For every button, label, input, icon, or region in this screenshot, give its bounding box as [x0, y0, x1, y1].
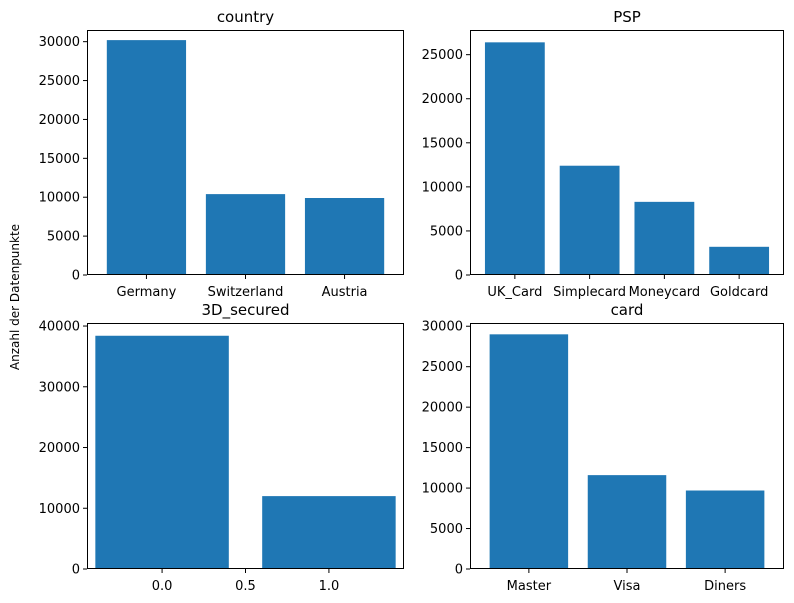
card-y-tick-label: 0	[455, 563, 463, 578]
country-y-tick-label: 20000	[39, 113, 80, 128]
card-bar-diners	[685, 490, 765, 569]
3d-secured-y-tick-label: 20000	[39, 441, 80, 456]
3d-secured-bar-0	[95, 335, 229, 569]
country-x-tick-label: Germany	[117, 285, 177, 300]
3d-secured-y-tick-label: 10000	[39, 502, 80, 517]
country-chart-title: country	[217, 8, 274, 26]
psp-x-tick-label: Moneycard	[629, 285, 701, 300]
card-x-tick-label: Master	[507, 579, 552, 594]
card-y-tick-label: 25000	[422, 360, 463, 375]
card-bar-visa	[587, 475, 667, 569]
country-y-tick-label: 30000	[39, 35, 80, 50]
psp-y-tick-label: 0	[455, 269, 463, 284]
psp-x-tick-label: Simplecard	[553, 285, 626, 300]
3d-secured-y-tick-label: 0	[72, 563, 80, 578]
country-x-tick-label: Austria	[322, 285, 368, 300]
3d-secured-y-tick-label: 30000	[39, 380, 80, 395]
country-y-tick-label: 15000	[39, 152, 80, 167]
country-bar-switzerland	[205, 194, 286, 275]
3d-secured-bar-1	[262, 496, 396, 569]
3d-secured-x-tick-label: 1.0	[319, 579, 340, 594]
3d-secured-x-tick-label: 0.0	[152, 579, 173, 594]
3d-secured-x-tick-label: 0.5	[235, 579, 256, 594]
card-y-tick-label: 5000	[430, 522, 463, 537]
psp-y-tick-label: 25000	[422, 48, 463, 63]
psp-bar-goldcard	[709, 246, 770, 275]
country-y-tick-label: 0	[72, 269, 80, 284]
psp-bar-uk-card	[484, 42, 545, 275]
country-chart: 0 5000 10000 15000 20000 25000 30000 Germany Swi…	[39, 8, 404, 300]
3d-secured-chart: 0 10000 20000 30000 40000 0.0 0.5 1.0 3D_secured	[39, 301, 404, 594]
card-y-tick-label: 30000	[422, 320, 463, 335]
country-axes-frame	[87, 30, 404, 275]
country-bar-austria	[304, 198, 385, 275]
figure-y-axis-label: Anzahl der Datenpunkte	[8, 224, 22, 370]
card-chart-title: card	[611, 301, 644, 319]
psp-chart: 0 5000 10000 15000 20000 25000 UK_Card Simpleca…	[422, 8, 784, 300]
card-chart: 0 5000 10000 15000 20000 25000 30000 Master Visa…	[422, 301, 784, 594]
psp-y-tick-label: 10000	[422, 180, 463, 195]
psp-chart-title: PSP	[613, 8, 641, 26]
country-x-tick-label: Switzerland	[208, 285, 284, 300]
psp-bar-simplecard	[559, 165, 620, 275]
psp-x-tick-label: Goldcard	[710, 285, 768, 300]
3d-secured-axes-frame	[87, 323, 404, 569]
subplot-grid: 0 5000 10000 15000 20000 25000 30000 Germany Swi…	[39, 8, 784, 594]
country-y-tick-label: 5000	[47, 230, 80, 245]
psp-x-tick-label: UK_Card	[487, 285, 542, 300]
psp-y-tick-label: 20000	[422, 92, 463, 107]
country-bar-germany	[106, 40, 187, 275]
card-axes-frame	[470, 323, 784, 569]
card-y-tick-label: 15000	[422, 441, 463, 456]
psp-axes-frame	[470, 30, 784, 275]
country-y-tick-label: 25000	[39, 74, 80, 89]
psp-y-tick-label: 15000	[422, 136, 463, 151]
psp-y-tick-label: 5000	[430, 224, 463, 239]
country-y-tick-label: 10000	[39, 191, 80, 206]
card-y-tick-label: 20000	[422, 401, 463, 416]
3d-secured-chart-title: 3D_secured	[202, 301, 290, 320]
3d-secured-y-tick-label: 40000	[39, 320, 80, 335]
card-x-tick-label: Visa	[614, 579, 641, 594]
card-bar-master	[489, 334, 569, 569]
psp-bar-moneycard	[634, 201, 695, 275]
card-x-tick-label: Diners	[704, 579, 746, 594]
card-y-tick-label: 10000	[422, 482, 463, 497]
